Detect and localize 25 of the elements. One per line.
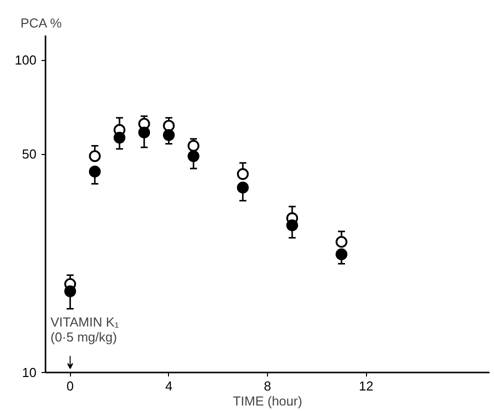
y-tick-label: 100 [14,52,37,68]
x-axis-title: TIME (hour) [232,394,302,408]
point [188,140,200,152]
point [286,219,298,232]
point [88,150,101,162]
point [88,166,101,178]
point [236,182,249,194]
point [138,118,150,130]
point [336,248,348,260]
point [336,236,348,248]
point [162,120,175,132]
y-axis-title: PCA % [20,16,62,30]
x-tick-label: 12 [358,378,374,394]
point [236,168,249,180]
x-tick-label: 0 [66,378,74,394]
point [162,129,175,141]
point [64,285,76,298]
point [188,150,200,162]
y-tick-label: 50 [22,146,37,162]
x-tick-label: 4 [165,378,172,394]
y-tick-label: 10 [22,365,37,380]
x-tick-label: 8 [264,378,272,394]
annotation: VITAMIN K₁ (0·5 mg/kg) [50,314,120,344]
point [138,126,150,138]
point [114,132,126,144]
